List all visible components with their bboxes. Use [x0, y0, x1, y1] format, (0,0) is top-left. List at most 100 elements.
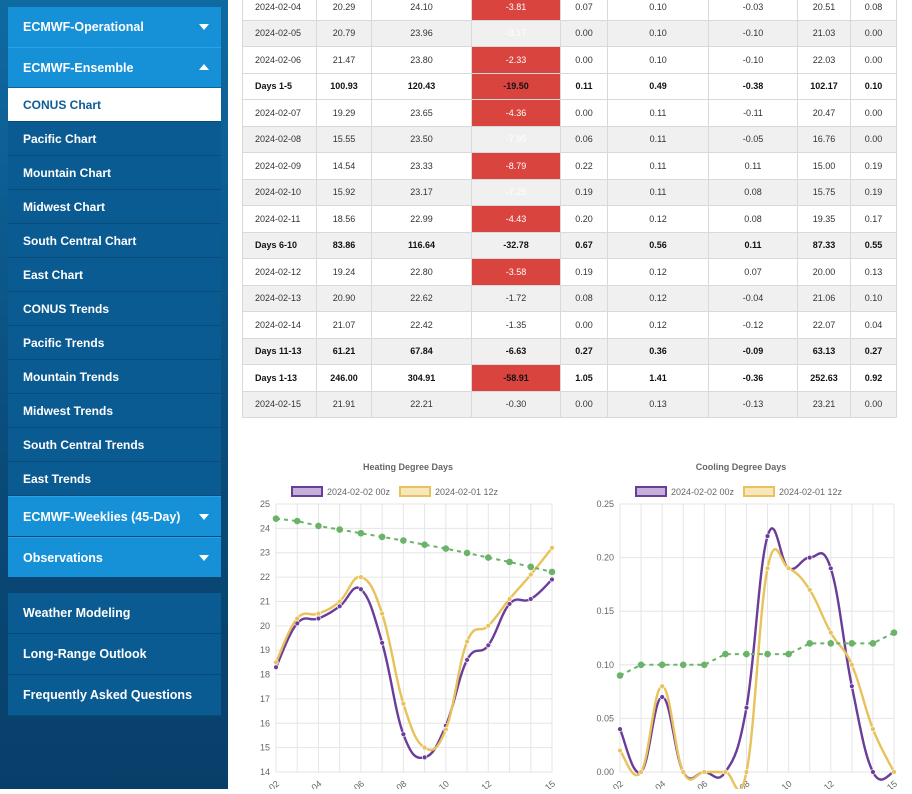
table-cell: 2024-02-11 — [242, 205, 317, 233]
table-cell: 0.07 — [708, 258, 798, 286]
table-cell: -3.58 — [471, 258, 561, 286]
table-cell: 2024-02-10 — [242, 178, 317, 206]
x-tick-label: -04 — [651, 778, 667, 789]
legend-label: 2024-02-01 12z — [435, 487, 499, 497]
data-point — [785, 565, 792, 572]
table-cell: -0.30 — [471, 390, 561, 418]
legend-label: 2024-02-02 00z — [671, 487, 735, 497]
link-faq[interactable]: Frequently Asked Questions — [8, 675, 221, 716]
table-row: 2024-02-15 21.91 22.21 -0.30 0.00 0.13 -0.13 23… — [242, 390, 897, 418]
table-cell: 100.93 — [316, 72, 372, 100]
data-point — [849, 662, 855, 668]
table-cell: Days 1-13 — [242, 364, 317, 392]
table-cell: 20.51 — [797, 0, 851, 21]
table-cell: 1.41 — [607, 364, 709, 392]
legend-swatch — [743, 486, 775, 497]
sidebar-group-ecmwf-operational[interactable]: ECMWF-Operational — [8, 7, 221, 47]
data-point — [421, 541, 428, 548]
data-point — [806, 587, 813, 593]
table-row: 2024-02-08 15.55 23.50 -7.95 0.06 0.11 -0.05 16… — [242, 125, 897, 153]
table-cell: 0.00 — [560, 99, 608, 127]
chevron-down-icon — [199, 555, 209, 561]
table-cell: -0.38 — [708, 72, 798, 100]
sidebar-item-midwest-chart[interactable]: Midwest Chart — [8, 190, 221, 224]
table-cell: 0.67 — [560, 231, 608, 259]
y-tick-label: 0.25 — [596, 499, 614, 509]
y-tick-label: 16 — [260, 718, 270, 728]
sidebar-item-pacific-trends[interactable]: Pacific Trends — [8, 326, 221, 360]
table-cell: 0.08 — [850, 0, 897, 21]
data-point — [617, 747, 623, 754]
table-cell: -0.10 — [708, 46, 798, 74]
table-cell: 61.21 — [316, 337, 372, 365]
degree-days-table: 2024-02-04 20.29 24.10 -3.81 0.07 0.10 -0.03 20… — [242, 0, 897, 418]
series-line — [619, 631, 895, 677]
data-point — [870, 769, 876, 775]
y-tick-label: 20 — [260, 621, 270, 631]
sidebar-group-ecmwf-ensemble[interactable]: ECMWF-Ensemble — [8, 47, 221, 87]
x-tick-label: -08 — [392, 778, 408, 789]
data-point — [273, 664, 279, 670]
table-cell: -0.12 — [708, 311, 798, 339]
link-weather-modeling[interactable]: Weather Modeling — [8, 593, 221, 634]
data-point — [506, 596, 513, 602]
table-row: 2024-02-05 20.79 23.96 -3.17 0.00 0.10 -0.10 21… — [242, 19, 897, 47]
link-long-range-outlook[interactable]: Long-Range Outlook — [8, 634, 221, 675]
table-row: 2024-02-14 21.07 22.42 -1.35 0.00 0.12 -0.12 22… — [242, 311, 897, 339]
sidebar-item-conus-trends[interactable]: CONUS Trends — [8, 292, 221, 326]
table-cell: 0.20 — [560, 205, 608, 233]
table-cell: 0.10 — [607, 46, 709, 74]
table-cell: 15.55 — [316, 125, 372, 153]
sidebar-item-midwest-trends[interactable]: Midwest Trends — [8, 394, 221, 428]
sidebar-item-conus-chart[interactable]: CONUS Chart — [8, 88, 221, 122]
sidebar-group-ecmwf-weeklies[interactable]: ECMWF-Weeklies (45-Day) — [8, 496, 221, 536]
data-point — [549, 545, 555, 551]
x-tick-label: -15 — [883, 778, 899, 789]
table-cell: 246.00 — [316, 364, 372, 392]
table-cell: 252.63 — [797, 364, 851, 392]
sidebar-item-pacific-chart[interactable]: Pacific Chart — [8, 122, 221, 156]
table-cell: Days 11-13 — [242, 337, 317, 365]
table-row: Days 6-10 83.86 116.64 -32.78 0.67 0.56 0.11 87… — [242, 231, 897, 259]
table-cell: 0.08 — [560, 284, 608, 312]
table-cell: 2024-02-09 — [242, 152, 317, 180]
data-point — [701, 661, 708, 669]
table-cell: 304.91 — [371, 364, 472, 392]
data-point — [828, 629, 834, 636]
data-point — [869, 640, 877, 647]
x-tick-label: -10 — [777, 778, 793, 789]
data-point — [485, 642, 492, 649]
sidebar-item-south-central-trends[interactable]: South Central Trends — [8, 428, 221, 462]
table-cell: 21.03 — [797, 19, 851, 47]
table-cell: -0.36 — [708, 364, 798, 392]
x-tick-label: -15 — [541, 778, 557, 789]
table-cell: 19.35 — [797, 205, 851, 233]
table-cell: 22.62 — [371, 284, 472, 312]
data-point — [722, 650, 729, 658]
table-cell: 0.08 — [708, 205, 798, 233]
table-cell: 0.49 — [607, 72, 709, 100]
data-point — [806, 554, 813, 561]
table-row: 2024-02-12 19.24 22.80 -3.58 0.19 0.12 0.07 20.… — [242, 258, 897, 286]
hdd-chart: Heating Degree Days 2024-02-02 00z 2024-02… — [240, 455, 570, 794]
table-cell: -4.36 — [471, 99, 561, 127]
data-point — [463, 549, 471, 557]
sidebar-links: Weather Modeling Long-Range Outlook Freq… — [8, 593, 221, 716]
sidebar-item-east-trends[interactable]: East Trends — [8, 462, 221, 496]
sidebar-item-mountain-chart[interactable]: Mountain Chart — [8, 156, 221, 190]
table-cell: 15.00 — [797, 152, 851, 180]
chart-title: Heating Degree Days — [363, 462, 453, 472]
series-line — [274, 578, 553, 760]
data-point — [378, 533, 386, 541]
sidebar-item-south-central-chart[interactable]: South Central Chart — [8, 224, 221, 258]
sidebar-item-east-chart[interactable]: East Chart — [8, 258, 221, 292]
legend-swatch — [291, 486, 323, 497]
sidebar-item-mountain-trends[interactable]: Mountain Trends — [8, 360, 221, 394]
table-cell: -8.79 — [471, 152, 561, 180]
data-point — [336, 598, 343, 605]
data-point — [764, 533, 771, 539]
table-cell: -58.91 — [471, 364, 561, 392]
table-cell: -0.11 — [708, 99, 798, 127]
sidebar-group-label: ECMWF-Operational — [23, 20, 144, 34]
sidebar-group-observations[interactable]: Observations — [8, 537, 221, 577]
